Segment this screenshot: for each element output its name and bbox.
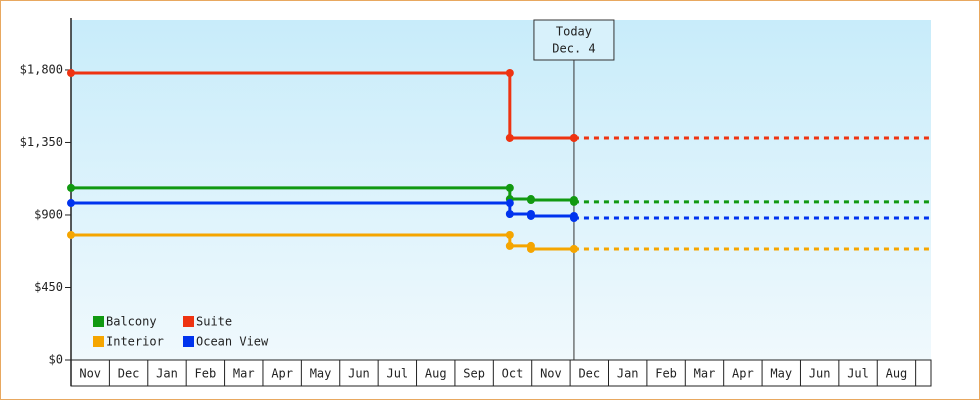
x-tick-label: Nov — [540, 367, 562, 381]
x-tick-label: Nov — [79, 367, 101, 381]
data-point — [569, 244, 578, 253]
x-tick-label: Apr — [732, 367, 754, 381]
y-tick-label: $1,350 — [20, 135, 63, 149]
data-point — [526, 195, 535, 204]
today-label: Today — [556, 25, 592, 39]
legend-swatch — [183, 316, 194, 327]
x-tick-label: May — [310, 367, 332, 381]
y-tick-label: $450 — [34, 280, 63, 294]
step-corner — [505, 230, 514, 239]
legend-label: Balcony — [106, 315, 157, 329]
data-point — [505, 210, 514, 219]
x-tick-label: May — [770, 367, 792, 381]
x-tick-label: Aug — [425, 367, 447, 381]
data-point — [526, 211, 535, 220]
x-tick-label: Jun — [348, 367, 370, 381]
legend-swatch — [93, 316, 104, 327]
legend-label: Ocean View — [196, 335, 269, 349]
x-tick-label: Aug — [886, 367, 908, 381]
data-point — [67, 230, 75, 239]
series-line — [71, 233, 574, 251]
data-point — [67, 69, 75, 78]
data-point — [505, 133, 514, 142]
series-line — [71, 71, 574, 140]
data-point — [569, 133, 578, 142]
x-tick-label: Feb — [655, 367, 677, 381]
data-point — [526, 244, 535, 253]
data-point — [569, 197, 578, 206]
x-tick-label: Mar — [694, 367, 716, 381]
x-tick-label: Jul — [386, 367, 408, 381]
today-label: Dec. 4 — [552, 42, 595, 56]
x-tick-label: Jan — [617, 367, 639, 381]
legend-swatch — [183, 336, 194, 347]
x-tick-label: Jul — [847, 367, 869, 381]
data-point — [67, 183, 75, 192]
step-corner — [505, 199, 514, 208]
step-corner — [505, 69, 514, 78]
y-tick-label: $900 — [34, 207, 63, 221]
legend-swatch — [93, 336, 104, 347]
x-tick-label: Sep — [463, 367, 485, 381]
y-tick-label: $0 — [49, 353, 63, 367]
x-tick-label: Feb — [195, 367, 217, 381]
x-tick-label: Apr — [271, 367, 293, 381]
step-corner — [505, 183, 514, 192]
y-tick-label: $1,800 — [20, 62, 63, 76]
data-point — [569, 214, 578, 223]
data-point — [505, 241, 514, 250]
data-point — [67, 199, 75, 208]
x-tick-label: Oct — [502, 367, 524, 381]
x-tick-label: Jan — [156, 367, 178, 381]
x-tick-label: Dec — [578, 367, 600, 381]
x-tick-label: Mar — [233, 367, 255, 381]
x-tick-label: Jun — [809, 367, 831, 381]
legend-label: Interior — [106, 335, 164, 349]
legend-label: Suite — [196, 315, 232, 329]
x-tick-label: Dec — [118, 367, 140, 381]
today-box — [533, 19, 615, 61]
plot-area — [71, 20, 931, 360]
